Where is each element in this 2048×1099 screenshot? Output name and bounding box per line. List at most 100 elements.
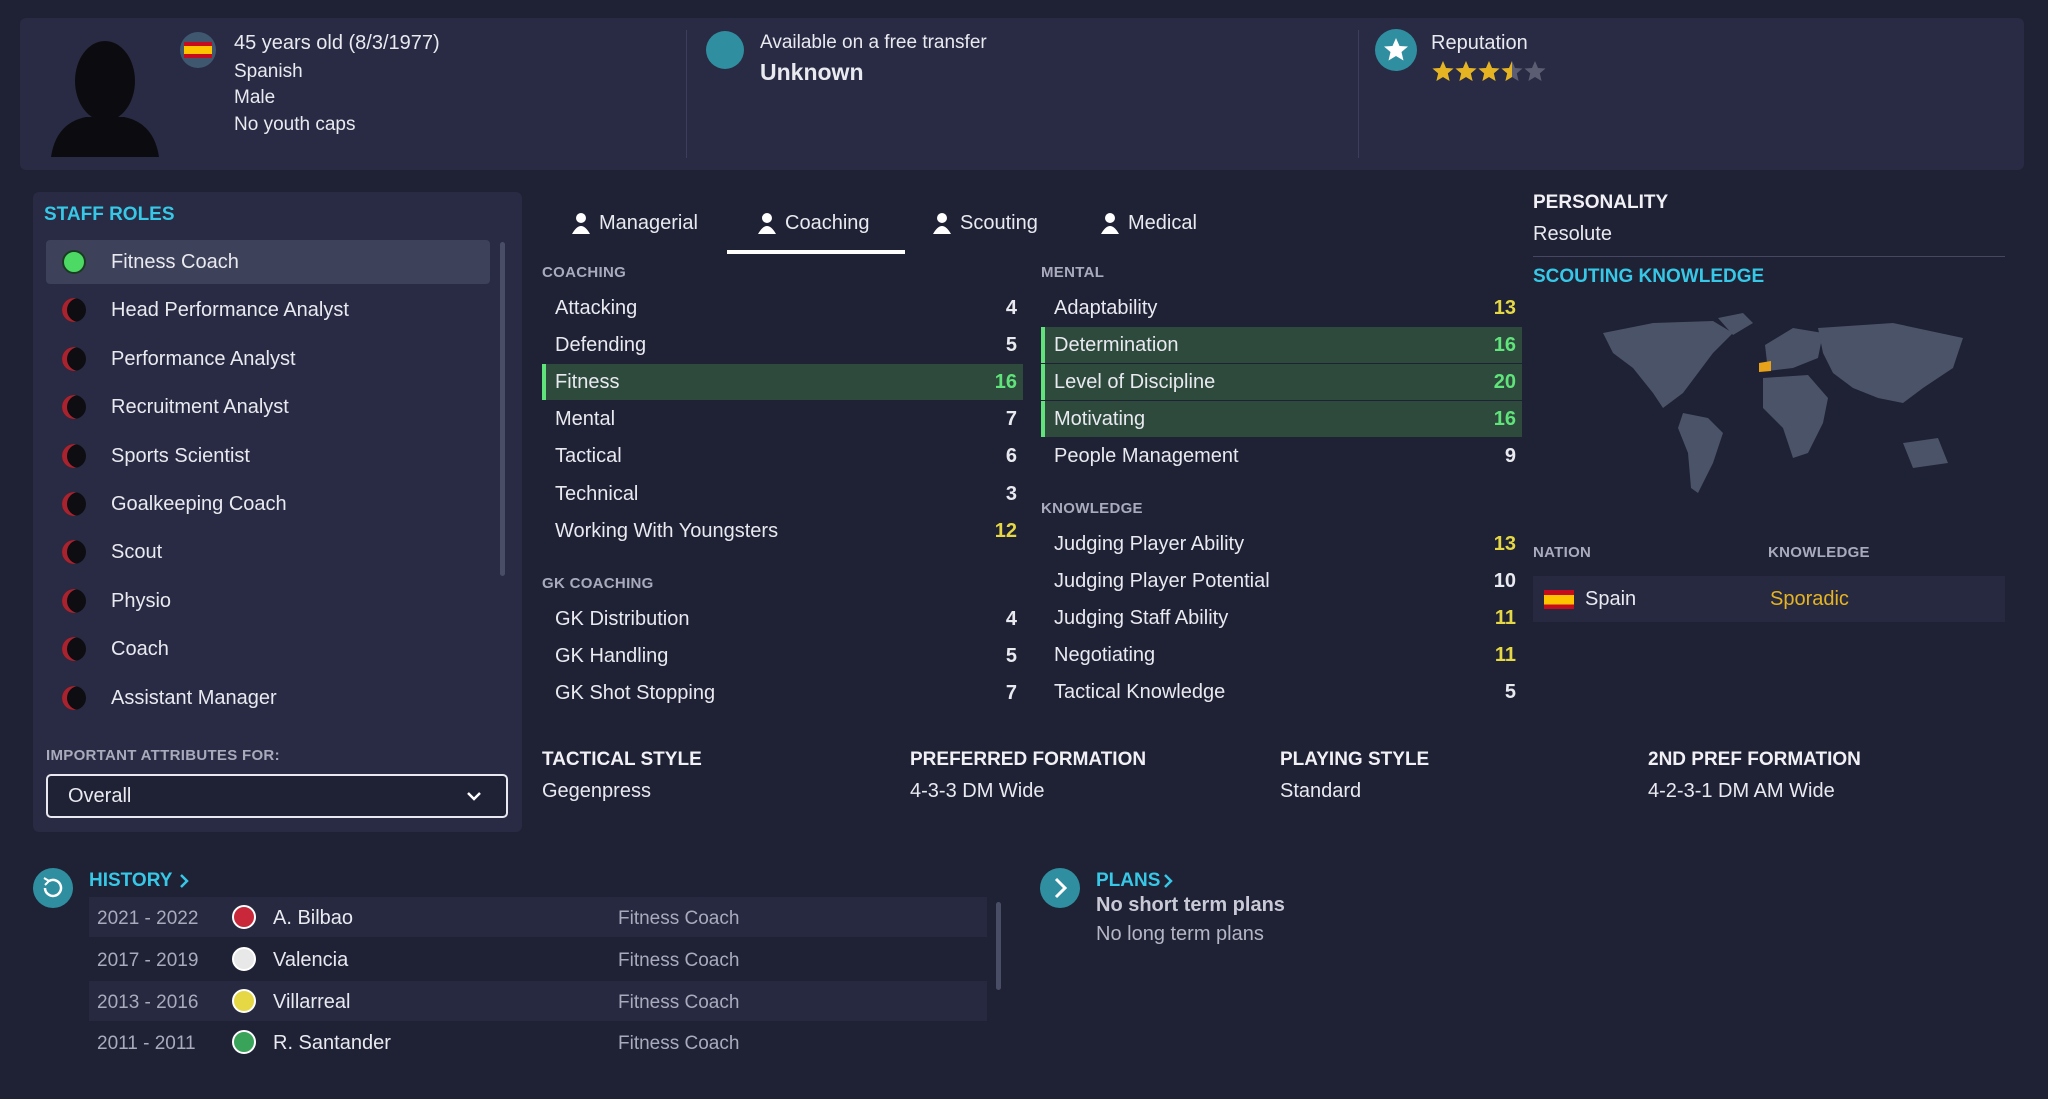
transfer-icon: [706, 31, 744, 69]
attribute-value: 6: [1005, 445, 1017, 468]
role-dot: [62, 443, 86, 468]
tactic-value: Standard: [1280, 780, 1362, 802]
attribute-value: 11: [1494, 644, 1516, 667]
role-dot: [62, 588, 86, 613]
tab-label: Managerial: [599, 212, 698, 234]
dropdown[interactable]: Overall: [46, 774, 508, 818]
scrollbar: [500, 242, 505, 576]
header-panel: [20, 18, 2024, 170]
divider: [686, 30, 687, 158]
attribute-name: Adaptability: [1054, 297, 1158, 319]
attribute-name: Level of Discipline: [1054, 371, 1216, 394]
section-title: GK COACHING: [542, 575, 654, 592]
attribute-value: 13: [1493, 297, 1516, 319]
role-dot: [62, 637, 86, 662]
value: Unknown: [760, 59, 864, 85]
attribute-name: People Management: [1054, 445, 1239, 468]
star-fill: [1478, 60, 1500, 82]
role-row[interactable]: Assistant Manager: [46, 676, 490, 720]
attribute-row: Tactical Knowledge 5: [1041, 674, 1522, 710]
attribute-row: Negotiating 11: [1041, 637, 1522, 673]
plans-title[interactable]: PLANS: [1096, 870, 1161, 891]
attribute-name: Tactical Knowledge: [1054, 681, 1226, 704]
tab-label: Medical: [1128, 212, 1197, 234]
important-label: IMPORTANT ATTRIBUTES FOR:: [46, 747, 280, 764]
club: Valencia: [273, 948, 349, 971]
role-name: Scout: [111, 541, 163, 564]
tactic-label: 2ND PREF FORMATION: [1648, 749, 1861, 770]
tab-label: Coaching: [785, 212, 870, 234]
youth-caps: No youth caps: [234, 114, 356, 135]
history-icon: [33, 868, 73, 908]
attribute-value: 5: [1005, 645, 1017, 668]
attribute-value: 16: [1493, 408, 1516, 431]
star-fill: [1432, 60, 1454, 82]
role-row[interactable]: Performance Analyst: [46, 337, 490, 381]
chevron: [467, 792, 481, 801]
attribute-name: Tactical: [555, 445, 622, 468]
role-row[interactable]: Goalkeeping Coach: [46, 482, 490, 526]
club: R. Santander: [273, 1032, 391, 1055]
star-fill: [1501, 60, 1512, 82]
tactic-value: 4-2-3-1 DM AM Wide: [1648, 780, 1835, 802]
tactic-value: Gegenpress: [542, 780, 651, 802]
role-row[interactable]: Fitness Coach: [46, 240, 490, 284]
plans-icon: [1040, 868, 1080, 908]
attribute-name: GK Distribution: [555, 608, 690, 630]
role-name: Recruitment Analyst: [111, 396, 289, 419]
attribute-value: 4: [1005, 608, 1017, 630]
role-name: Physio: [111, 589, 172, 612]
attribute-name: GK Handling: [555, 645, 669, 668]
attribute-name: Technical: [555, 482, 639, 505]
role-name: Coach: [111, 638, 169, 661]
attribute-value: 5: [1005, 334, 1017, 357]
attribute-name: Working With Youngsters: [555, 519, 779, 542]
role-row[interactable]: Scout: [46, 530, 490, 574]
attribute-row: Working With Youngsters 12: [542, 513, 1023, 549]
attribute-row: Adaptability 13: [1041, 290, 1522, 326]
reputation-icon: [1375, 29, 1417, 71]
attribute-row: Defending 5: [542, 327, 1023, 363]
chevron: [180, 874, 189, 888]
knowledge-level: Sporadic: [1770, 588, 1849, 610]
club-badge: [232, 988, 256, 1013]
attribute-row: People Management 9: [1041, 438, 1522, 474]
roles-panel: [33, 192, 522, 832]
role-row[interactable]: Recruitment Analyst: [46, 385, 490, 429]
role-row[interactable]: Coach: [46, 627, 490, 671]
history-row: 2011 - 2011 R. Santander Fitness Coach: [89, 1022, 987, 1062]
role-dot: [62, 540, 86, 565]
star-fill: [1455, 60, 1477, 82]
role-row[interactable]: Sports Scientist: [46, 434, 490, 478]
attribute-value: 12: [994, 519, 1017, 542]
season: 2013 - 2016: [97, 991, 199, 1013]
role-name: Fitness Coach: [111, 251, 239, 273]
attribute-name: Judging Player Ability: [1054, 533, 1245, 555]
gender: Male: [234, 87, 276, 108]
tactic-label: PREFERRED FORMATION: [910, 749, 1147, 770]
role-dot: [62, 298, 86, 323]
attribute-row: GK Handling 5: [542, 638, 1023, 674]
attribute-row: Mental 7: [542, 401, 1023, 437]
role-row[interactable]: Physio: [46, 579, 490, 623]
attribute-name: Defending: [555, 334, 647, 357]
history-title[interactable]: HISTORY: [89, 870, 173, 891]
attribute-name: Determination: [1054, 334, 1179, 357]
section-title: KNOWLEDGE: [1041, 500, 1143, 517]
club-badge: [232, 1030, 256, 1055]
attribute-name: Judging Staff Ability: [1054, 607, 1229, 630]
star: [1524, 60, 1546, 82]
season: 2021 - 2022: [97, 908, 199, 929]
section-title: MENTAL: [1041, 264, 1105, 281]
role-name: Sports Scientist: [111, 444, 250, 467]
nationality: Spanish: [234, 61, 303, 82]
job: Fitness Coach: [618, 1033, 740, 1055]
tactic-label: TACTICAL STYLE: [542, 749, 702, 770]
scouting-row: Spain Sporadic: [1533, 576, 2005, 622]
star: [1478, 60, 1500, 82]
divider: [1358, 30, 1359, 158]
role-row[interactable]: Head Performance Analyst: [46, 288, 490, 332]
attribute-name: Fitness: [555, 371, 620, 394]
season: 2011 - 2011: [97, 1033, 196, 1055]
